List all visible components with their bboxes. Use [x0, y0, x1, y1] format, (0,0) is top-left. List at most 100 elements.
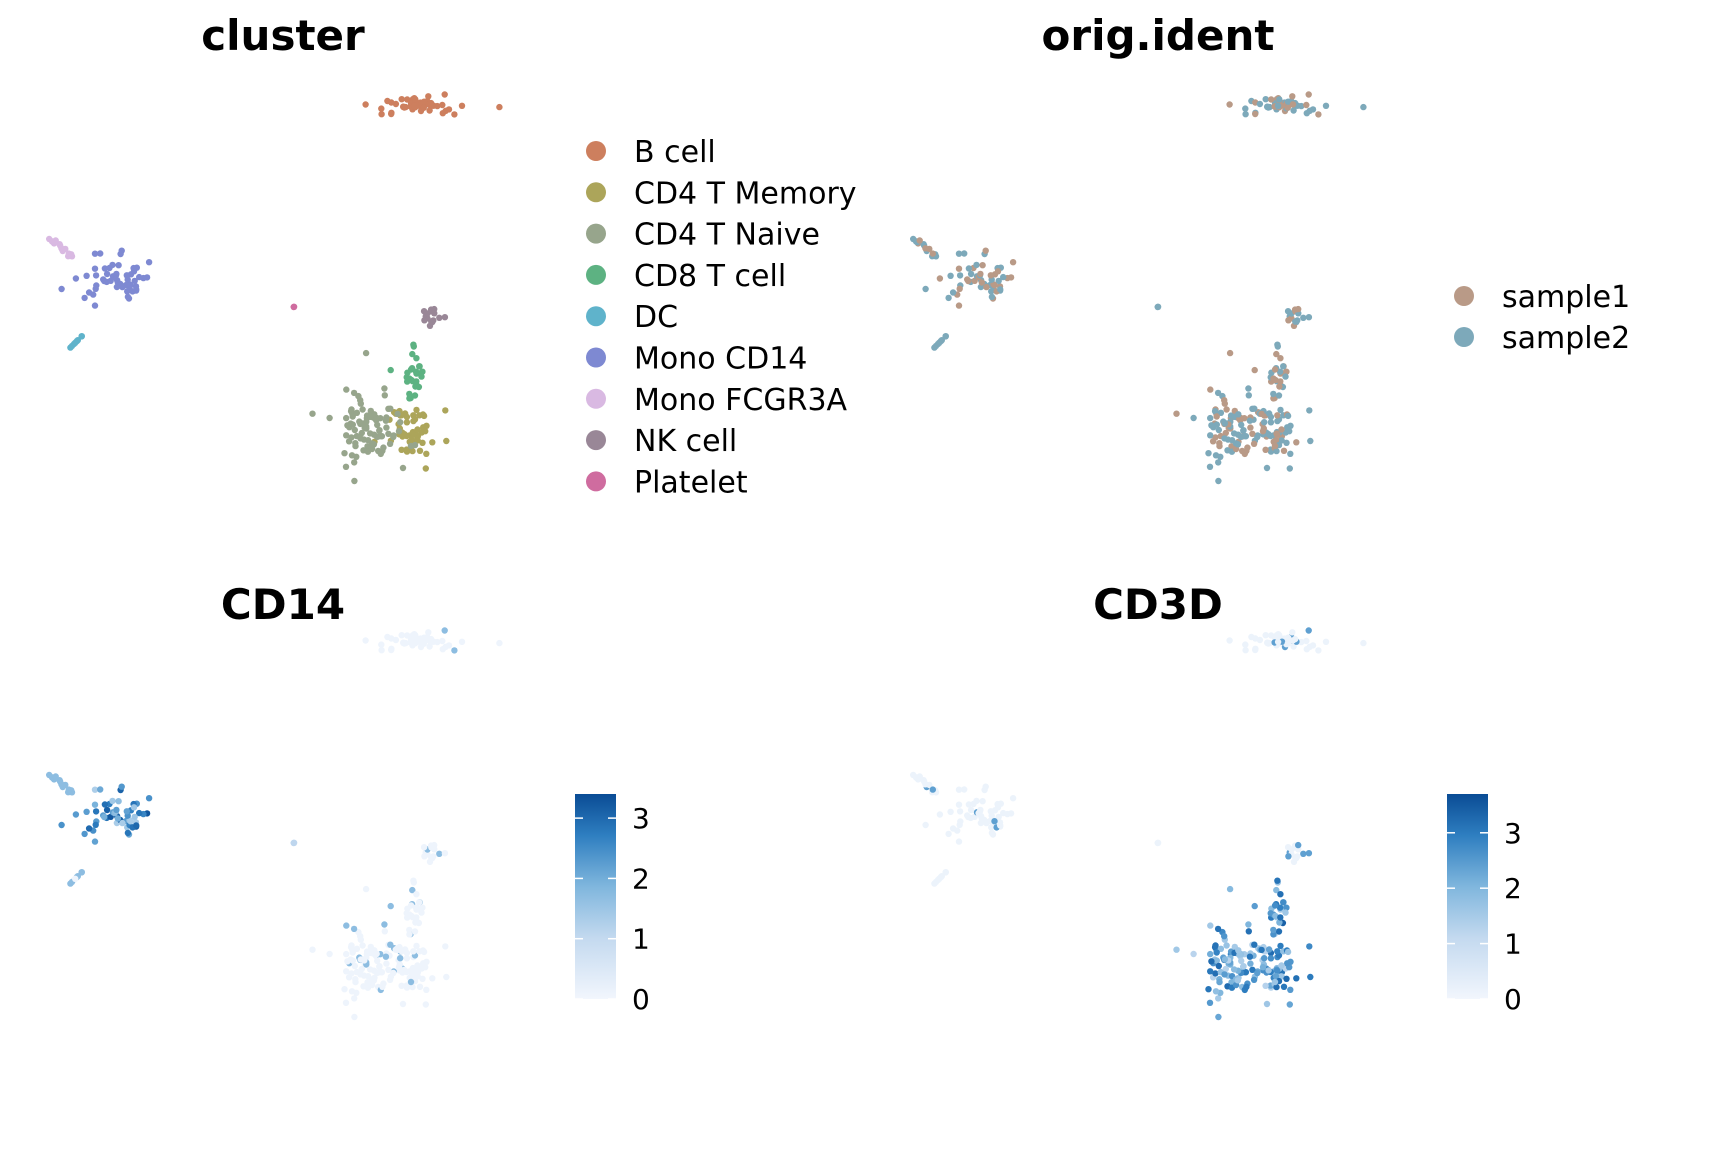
cd3d-point — [945, 831, 951, 837]
cluster-point — [291, 304, 297, 310]
cd3d-point — [995, 804, 1001, 810]
cluster-point — [418, 373, 424, 379]
cd14-point — [413, 891, 419, 897]
origident-point — [917, 237, 923, 243]
cd3d-point — [1247, 960, 1253, 966]
cd3d-point — [1300, 851, 1306, 857]
cluster-point — [352, 443, 358, 449]
cd14-point — [53, 773, 59, 779]
cluster-legend-label: CD4 T Naive — [634, 218, 820, 253]
cd14-point — [396, 964, 402, 970]
origident-point — [1274, 432, 1280, 438]
cd3d-point — [1292, 854, 1298, 860]
cd3d-point — [961, 786, 967, 792]
origident-point — [1251, 441, 1257, 447]
cluster-point — [442, 407, 448, 413]
cd3d-point — [1247, 954, 1253, 960]
cluster-point — [97, 250, 103, 256]
origident-point — [1235, 441, 1241, 447]
cd14-point — [404, 955, 410, 961]
cd14-point — [496, 640, 502, 646]
origident-point — [956, 302, 962, 308]
cd3d-point — [922, 822, 928, 828]
origident-point — [1247, 418, 1253, 424]
cluster-point — [496, 104, 502, 110]
cd14-point — [81, 831, 87, 837]
cd14-point — [443, 974, 449, 980]
origident-point — [1245, 385, 1251, 391]
cd3d-point — [1280, 899, 1286, 905]
cd3d-point — [1276, 928, 1282, 934]
cd14-colorbar-label: 0 — [632, 983, 650, 1016]
origident-point — [1260, 428, 1266, 434]
cd3d-plot: CD3D 3210 — [864, 576, 1728, 1152]
cd3d-point — [1155, 840, 1161, 846]
origident-point — [1272, 443, 1278, 449]
cd14-point — [419, 976, 425, 982]
cd14-point — [371, 947, 377, 953]
cd14-colorbar-label: 2 — [632, 862, 650, 895]
cluster-point — [413, 378, 419, 384]
cluster-point — [400, 104, 406, 110]
origident-point — [1277, 407, 1283, 413]
origident-point — [983, 284, 989, 290]
cd3d-point — [957, 822, 963, 828]
cd3d-point — [1214, 949, 1220, 955]
cd14-point — [358, 956, 364, 962]
origident-point — [1266, 410, 1272, 416]
cd14-point — [83, 809, 89, 815]
cluster-point — [371, 441, 377, 447]
cd14-point — [408, 902, 414, 908]
cluster-legend-key — [586, 224, 606, 244]
cd3d-point — [983, 820, 989, 826]
cd3d-point — [1285, 844, 1291, 850]
cluster-point — [443, 108, 449, 114]
cd14-point — [390, 970, 396, 976]
cd3d-point — [989, 830, 995, 836]
origident-point — [1207, 386, 1213, 392]
cd3d-point — [1252, 647, 1258, 653]
cd3d-point — [1287, 987, 1293, 993]
cd14-point — [412, 928, 418, 934]
cd3d-point — [1221, 933, 1227, 939]
cd14-point — [400, 640, 406, 646]
cd14-point — [363, 886, 369, 892]
origident-point — [1287, 451, 1293, 457]
origident-point — [1216, 427, 1222, 433]
cd14-point — [73, 811, 79, 817]
cd3d-point — [1257, 637, 1263, 643]
cluster-point — [119, 284, 125, 290]
cd14-point — [72, 876, 78, 882]
origident-point — [1282, 373, 1288, 379]
cluster-point — [439, 102, 445, 108]
cd3d-point — [1281, 984, 1287, 990]
cluster-point — [382, 392, 388, 398]
cluster-point — [413, 407, 419, 413]
cluster-point — [420, 424, 426, 430]
cd14-point — [115, 815, 121, 821]
cluster-point — [374, 422, 380, 428]
origident-point — [1215, 459, 1221, 465]
cd14-point — [410, 878, 416, 884]
cluster-point — [359, 406, 365, 412]
cd3d-point — [1190, 951, 1196, 957]
cd14-point — [383, 960, 389, 966]
cd3d-colorbar-label: 0 — [1504, 983, 1522, 1016]
cluster-point — [93, 286, 99, 292]
cd3d-point — [977, 807, 983, 813]
cd3d-point — [1010, 795, 1016, 801]
cd14-point — [436, 851, 442, 857]
origident-point — [995, 268, 1001, 274]
origident-point — [956, 266, 962, 272]
cd14-point — [421, 853, 427, 859]
cd14-point — [411, 639, 417, 645]
cd3d-point — [997, 822, 1003, 828]
cd3d-point — [1277, 891, 1283, 897]
cd3d-point — [1227, 886, 1233, 892]
origident-point — [1251, 406, 1257, 412]
cd14-point — [79, 869, 85, 875]
cd14-point — [428, 854, 434, 860]
cd14-point — [58, 822, 64, 828]
cd14-point — [417, 984, 423, 990]
cluster-point — [124, 272, 130, 278]
